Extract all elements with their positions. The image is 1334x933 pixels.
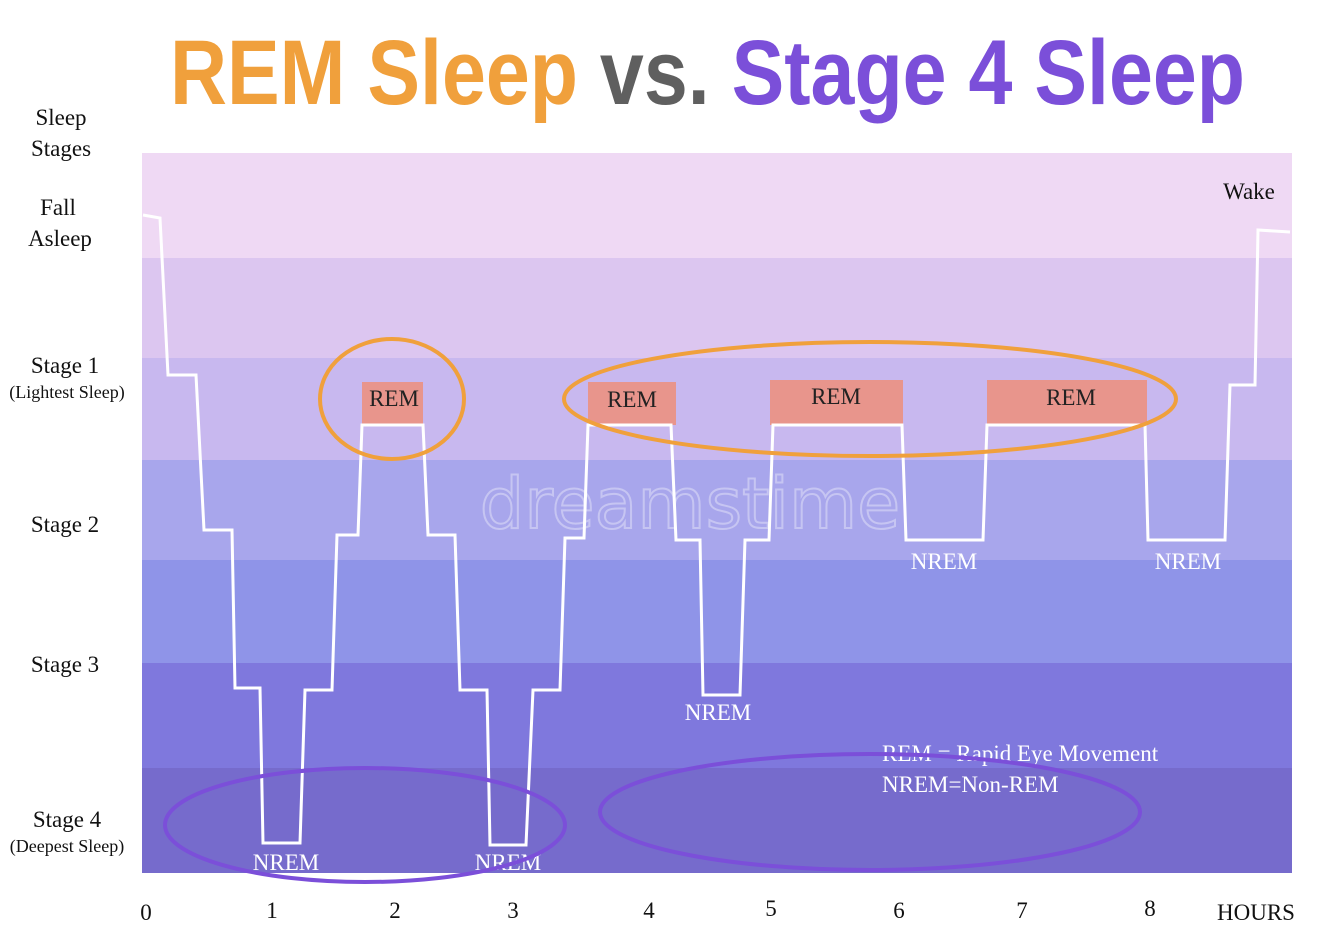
x-label: 4 bbox=[643, 898, 655, 923]
title-stage4: Stage 4 Sleep bbox=[732, 22, 1245, 124]
nrem-label: NREM bbox=[1155, 549, 1221, 574]
x-label: 0 bbox=[140, 900, 152, 925]
y-label: Stage 1 bbox=[31, 353, 99, 378]
y-label: Sleep bbox=[35, 105, 86, 130]
watermark: dreamstime bbox=[480, 463, 900, 545]
x-label: 2 bbox=[389, 898, 401, 923]
title: REM Sleep vs. Stage 4 Sleep bbox=[170, 22, 1245, 124]
title-rem: REM Sleep bbox=[170, 22, 578, 124]
y-label: Fall bbox=[40, 195, 76, 220]
hypnogram-line bbox=[142, 213, 1291, 847]
y-label: Stages bbox=[31, 136, 91, 161]
highlight-ellipses bbox=[163, 337, 1178, 884]
y-label: (Lightest Sleep) bbox=[9, 382, 124, 403]
y-label: (Deepest Sleep) bbox=[10, 836, 124, 857]
legend-entry: NREM=Non-REM bbox=[882, 772, 1059, 797]
y-label: Asleep bbox=[28, 226, 92, 251]
x-label: HOURS bbox=[1217, 900, 1295, 925]
nrem-label: NREM bbox=[911, 549, 977, 574]
y-label: Stage 3 bbox=[31, 652, 99, 677]
title-vs: vs. bbox=[600, 22, 710, 124]
nrem-label: NREM bbox=[253, 850, 319, 875]
rem-label: REM bbox=[607, 387, 657, 412]
x-label: 7 bbox=[1016, 898, 1028, 923]
nrem-label: NREM bbox=[685, 700, 751, 725]
x-label: 3 bbox=[507, 898, 519, 923]
x-label: 5 bbox=[765, 896, 777, 921]
y-label: Stage 4 bbox=[33, 807, 102, 832]
y-label: Stage 2 bbox=[31, 512, 99, 537]
rem-boxes bbox=[362, 380, 1147, 425]
x-label: 8 bbox=[1144, 896, 1156, 921]
rem-label: REM bbox=[811, 384, 861, 409]
rem-label: REM bbox=[369, 386, 419, 411]
y-label: Wake bbox=[1223, 179, 1275, 204]
rem-label: REM bbox=[1046, 385, 1096, 410]
x-label: 1 bbox=[266, 898, 278, 923]
x-label: 6 bbox=[893, 898, 905, 923]
